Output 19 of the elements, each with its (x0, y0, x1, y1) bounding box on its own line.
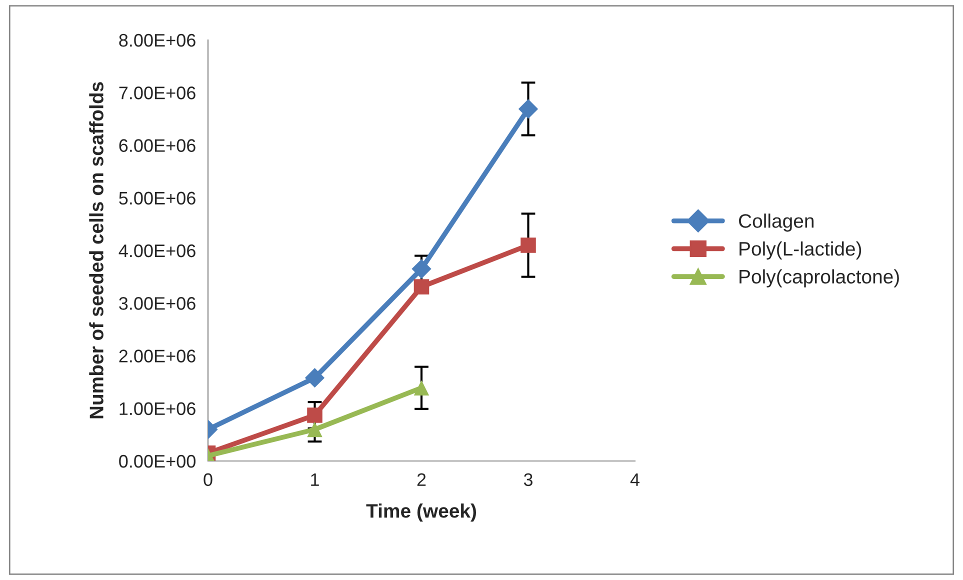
y-tick-label: 0.00E+00 (119, 454, 196, 468)
y-tick-label: 7.00E+06 (119, 86, 196, 100)
x-tick-label: 2 (417, 473, 426, 486)
x-tick-label: 4 (630, 473, 640, 486)
legend-label: Poly(caprolactone) (740, 269, 899, 288)
y-tick-label: 4.00E+06 (118, 244, 196, 258)
y-tick-label: 8.00E+06 (119, 34, 196, 47)
x-tick-label: 0 (204, 473, 212, 486)
x-tick-label: 3 (524, 473, 532, 486)
y-tick-label: 1.00E+06 (120, 402, 196, 416)
legend-label: Poly(L-lactide) (740, 241, 862, 260)
x-axis-title: Time (week) (366, 504, 476, 522)
legend-label: Collagen (739, 214, 814, 232)
y-tick-label: 5.00E+06 (119, 192, 196, 205)
y-tick-label: 2.00E+06 (119, 350, 196, 362)
y-tick-label: 6.00E+06 (119, 139, 196, 152)
y-axis-title: Number of seeded cells on scaffolds (89, 82, 104, 418)
y-tick-label: 3.00E+06 (119, 297, 196, 310)
x-tick-label: 1 (311, 473, 319, 486)
